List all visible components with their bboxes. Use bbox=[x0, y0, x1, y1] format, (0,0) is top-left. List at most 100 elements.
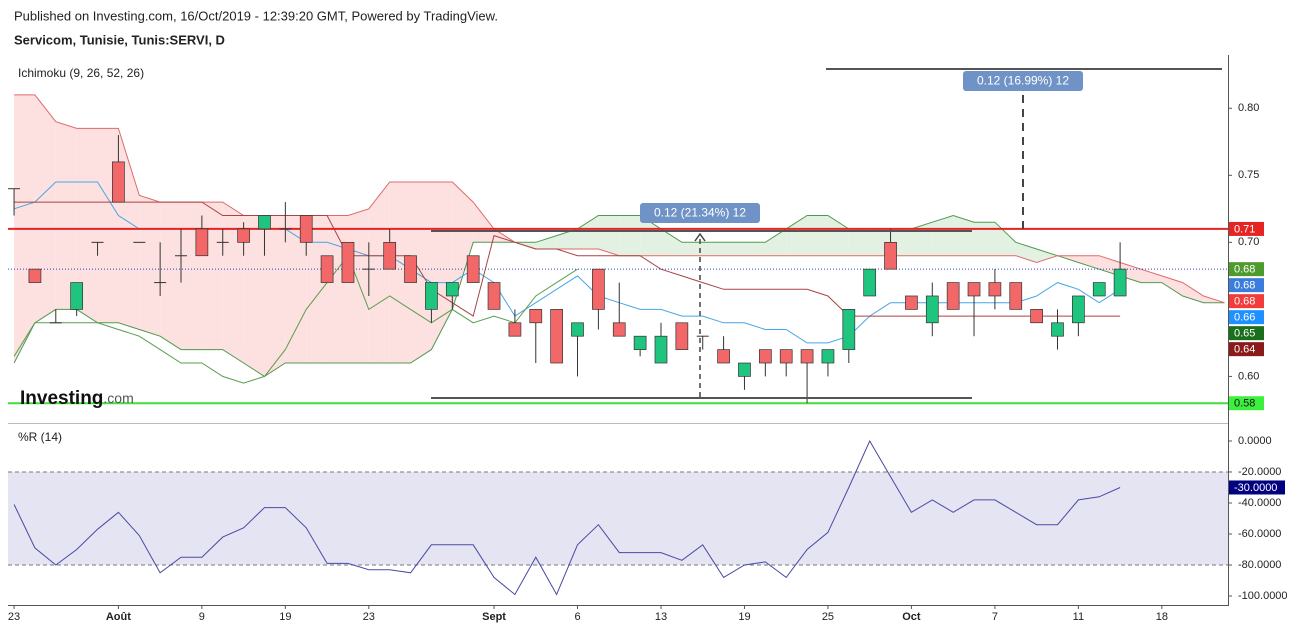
x-tick-label: 19 bbox=[738, 611, 750, 623]
wr-line bbox=[13, 439, 1121, 596]
cloud-fill bbox=[327, 215, 348, 364]
plot-area: 0.80 0.75 0.70 0.60 0.71 0.68 0.68 0.68 0.66 0.65… bbox=[8, 94, 1288, 623]
measure-box bbox=[963, 71, 1083, 91]
indicator-title: %R (14) bbox=[18, 430, 62, 444]
candle-body bbox=[508, 322, 522, 337]
measure-label: 0.12 (21.34%) 12 bbox=[654, 206, 746, 220]
cloud-fill bbox=[452, 182, 474, 310]
candle-body bbox=[466, 255, 480, 283]
price-label-box bbox=[1229, 342, 1264, 357]
cloud-fill bbox=[1140, 269, 1162, 283]
candle-body bbox=[884, 241, 897, 270]
symbol-title: Servicom, Tunisie, Tunis:SERVI, D bbox=[14, 32, 225, 47]
y-tick-label: -20.0000 bbox=[1238, 466, 1281, 478]
y-tick-label: 0.80 bbox=[1238, 102, 1259, 114]
cloud-fill bbox=[556, 228, 578, 250]
cloud-fill bbox=[181, 202, 202, 350]
cloud-fill bbox=[306, 215, 328, 364]
last-value-label: -30.0000 bbox=[1234, 482, 1277, 494]
x-tick-label: 7 bbox=[992, 611, 998, 623]
candle-body bbox=[842, 309, 856, 350]
candle-body bbox=[258, 215, 271, 230]
last-value-box bbox=[1229, 480, 1285, 495]
cloud-fill bbox=[55, 121, 77, 310]
candle-body bbox=[1030, 309, 1043, 324]
candle-body bbox=[70, 282, 84, 310]
cloud-fill bbox=[34, 94, 56, 323]
cloud-fill bbox=[786, 215, 808, 256]
candle-body bbox=[800, 349, 814, 364]
candle-body bbox=[592, 268, 605, 310]
cloud-fill bbox=[243, 215, 265, 377]
cloud-fill bbox=[994, 222, 1016, 256]
candle-body bbox=[654, 335, 668, 364]
price-label: 0.66 bbox=[1234, 312, 1255, 324]
candle-body bbox=[404, 255, 417, 283]
x-tick-label: 9 bbox=[199, 611, 205, 623]
cloud-fill bbox=[702, 242, 724, 256]
measure-label: 0.12 (16.99%) 12 bbox=[977, 74, 1069, 88]
price-label-box bbox=[1229, 294, 1264, 309]
candle-body bbox=[299, 215, 313, 243]
candle-body bbox=[612, 322, 626, 337]
candle-body bbox=[738, 362, 751, 377]
published-note: Published on Investing.com, 16/Oct/2019 … bbox=[14, 8, 498, 23]
cloud-fill bbox=[347, 208, 369, 364]
candle-body bbox=[320, 255, 334, 283]
x-tick-label: 25 bbox=[822, 611, 834, 623]
candle-body bbox=[967, 282, 981, 297]
candle-body bbox=[821, 349, 835, 364]
price-label-box bbox=[1229, 278, 1264, 293]
candle-body bbox=[1051, 322, 1064, 337]
x-tick-label: 23 bbox=[8, 611, 20, 623]
price-label-box bbox=[1229, 221, 1264, 236]
candle-body bbox=[925, 295, 939, 324]
cloud-fill bbox=[723, 242, 745, 256]
cloud-fill bbox=[681, 242, 703, 256]
candle-body bbox=[633, 335, 647, 350]
candle-body bbox=[1072, 295, 1085, 324]
x-tick-label: Sept bbox=[482, 611, 506, 623]
y-tick-label: -40.0000 bbox=[1238, 497, 1281, 509]
x-tick-label: 18 bbox=[1156, 611, 1168, 623]
candle-body bbox=[946, 282, 960, 310]
cloud-fill bbox=[160, 202, 182, 350]
band bbox=[8, 471, 1228, 565]
cloud-fill bbox=[222, 202, 244, 364]
candle-body bbox=[905, 295, 918, 310]
logo-name: Investing bbox=[20, 388, 103, 409]
logo: Investing.com bbox=[20, 388, 134, 409]
arrow-head bbox=[694, 232, 706, 242]
candle-body bbox=[112, 161, 125, 203]
cloud-fill bbox=[807, 215, 828, 256]
cloud-fill bbox=[264, 215, 286, 377]
cloud-fill bbox=[76, 128, 98, 323]
cloud-fill bbox=[640, 215, 661, 256]
cloud-fill bbox=[201, 202, 223, 350]
price-label: 0.68 bbox=[1234, 280, 1255, 292]
indicator-line bbox=[13, 214, 1225, 377]
measure-box bbox=[640, 203, 760, 223]
candle-body bbox=[1092, 282, 1106, 297]
indicator-line bbox=[13, 254, 578, 384]
cloud-fill bbox=[974, 222, 995, 256]
cloud-fill bbox=[744, 242, 766, 256]
y-tick-label: 0.0000 bbox=[1238, 435, 1272, 447]
y-tick-label: 0.70 bbox=[1238, 236, 1259, 248]
price-label: 0.65 bbox=[1234, 328, 1255, 340]
candle-body bbox=[383, 241, 397, 270]
candle-body bbox=[717, 349, 730, 364]
candle-body bbox=[863, 268, 877, 297]
candle-body bbox=[988, 282, 1002, 297]
price-label: 0.71 bbox=[1234, 223, 1255, 235]
cloud-fill bbox=[139, 195, 161, 337]
cloud-fill bbox=[1036, 249, 1058, 263]
candle-body bbox=[550, 309, 563, 364]
cloud-fill bbox=[97, 128, 119, 323]
x-tick-label: 13 bbox=[655, 611, 667, 623]
cloud-fill bbox=[431, 182, 453, 350]
y-tick-label: -60.0000 bbox=[1238, 528, 1281, 540]
logo-suffix: .com bbox=[103, 390, 133, 406]
measure-drawings: 0.12 (21.34%) 12 0.12 (16.99%) 12 bbox=[431, 68, 1222, 399]
cloud-fill bbox=[619, 215, 641, 256]
